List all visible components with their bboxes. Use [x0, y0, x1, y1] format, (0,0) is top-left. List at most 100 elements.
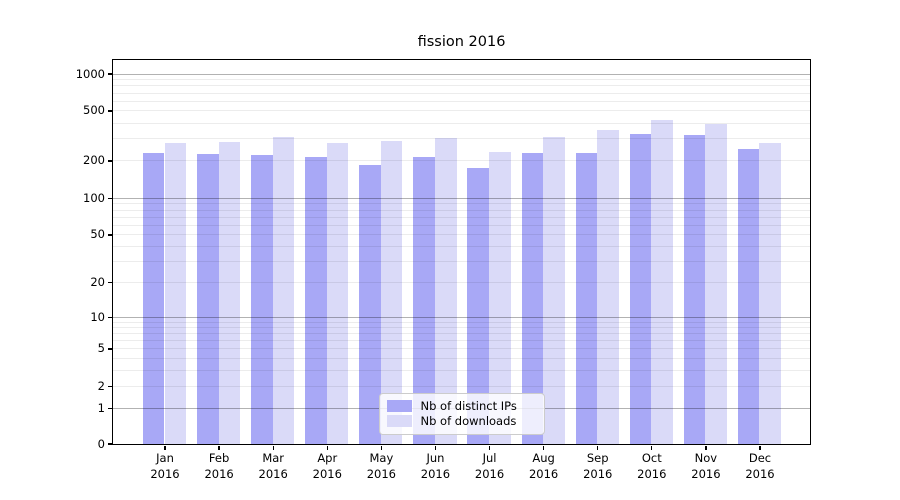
gridline-minor — [112, 122, 810, 124]
chart-title: fission 2016 — [417, 34, 506, 50]
gridline-minor — [112, 357, 810, 359]
bar-nb-of-distinct-ips-11 — [737, 149, 760, 444]
x-tick-mark — [272, 445, 274, 450]
y-tick-mark — [107, 110, 112, 112]
bar-nb-of-downloads-10 — [705, 124, 727, 444]
gridline-minor — [112, 209, 810, 211]
bar-nb-of-downloads-8 — [597, 130, 619, 444]
y-tick-mark — [107, 197, 112, 199]
x-tick-mark — [164, 445, 166, 450]
legend: Nb of distinct IPs Nb of downloads — [378, 392, 545, 435]
bar-nb-of-distinct-ips-2 — [251, 154, 273, 444]
y-tick-label: 100 — [83, 190, 105, 205]
y-tick-mark — [107, 234, 112, 236]
y-tick-label: 20 — [90, 275, 105, 290]
bar-nb-of-downloads-9 — [651, 119, 673, 444]
gridline-minor — [112, 282, 810, 284]
x-tick-label: Dec 2016 — [745, 451, 775, 481]
gridline-minor — [112, 321, 810, 323]
gridline-minor — [112, 327, 810, 329]
legend-item-downloads: Nb of downloads — [386, 414, 536, 429]
x-tick-label: Oct 2016 — [637, 451, 667, 481]
x-tick-label: Feb 2016 — [204, 451, 234, 481]
bar-nb-of-distinct-ips-7 — [521, 153, 544, 444]
y-tick-mark — [107, 407, 112, 410]
y-tick-mark — [107, 282, 112, 284]
gridline-minor — [112, 160, 810, 162]
gridline-minor — [112, 333, 810, 335]
legend-label: Nb of distinct IPs — [420, 399, 517, 413]
gridline-minor — [112, 386, 810, 388]
y-tick-mark — [107, 443, 112, 445]
gridline-minor — [112, 85, 810, 87]
x-tick-mark — [597, 445, 599, 450]
x-tick-mark — [326, 445, 328, 450]
y-tick-mark — [107, 316, 112, 319]
x-tick-label: Jun 2016 — [420, 451, 451, 481]
y-tick-mark — [107, 386, 112, 388]
bar-nb-of-distinct-ips-5 — [413, 157, 435, 444]
x-tick-label: Mar 2016 — [258, 451, 288, 481]
bar-nb-of-downloads-0 — [164, 143, 187, 444]
bar-nb-of-downloads-11 — [759, 142, 782, 444]
bar-nb-of-downloads-3 — [326, 143, 349, 444]
gridline-minor — [112, 203, 810, 205]
gridline-minor — [112, 79, 810, 81]
bar-nb-of-distinct-ips-0 — [142, 152, 165, 444]
gridline-major — [112, 73, 810, 75]
legend-swatch-distinct-ips — [386, 400, 412, 412]
gridline-minor — [112, 224, 810, 226]
bar-nb-of-distinct-ips-8 — [575, 153, 598, 444]
x-tick-label: Sep 2016 — [583, 451, 613, 481]
bar-nb-of-distinct-ips-1 — [196, 153, 219, 444]
x-tick-mark — [651, 445, 653, 450]
legend-item-distinct-ips: Nb of distinct IPs — [386, 399, 536, 414]
x-tick-label: Jan 2016 — [150, 451, 180, 481]
x-tick-mark — [488, 445, 491, 450]
gridline-major — [112, 317, 810, 318]
x-tick-label: Apr 2016 — [312, 451, 342, 481]
bar-nb-of-distinct-ips-9 — [629, 133, 652, 444]
gridline-minor — [112, 261, 810, 263]
y-tick-label: 1000 — [75, 66, 105, 81]
plot-area: Nb of distinct IPs Nb of downloads — [111, 58, 811, 445]
y-tick-label: 50 — [90, 227, 105, 242]
gridline-minor — [112, 216, 810, 218]
legend-label: Nb of downloads — [420, 414, 517, 428]
x-tick-mark — [434, 445, 437, 450]
gridline-minor — [112, 369, 810, 371]
x-tick-mark — [542, 445, 545, 450]
x-tick-label: Aug 2016 — [528, 451, 559, 481]
x-tick-mark — [218, 445, 220, 450]
gridline-minor — [112, 234, 810, 236]
y-tick-label: 10 — [90, 310, 105, 324]
bar-nb-of-distinct-ips-4 — [359, 164, 381, 444]
x-tick-label: Jul 2016 — [474, 451, 505, 481]
bar-nb-of-downloads-7 — [543, 136, 565, 444]
x-tick-label: Nov 2016 — [691, 451, 721, 481]
gridline-minor — [112, 348, 810, 350]
y-tick-label: 2 — [97, 379, 105, 394]
y-tick-mark — [107, 73, 112, 75]
x-tick-mark — [705, 445, 707, 450]
y-tick-label: 0 — [97, 436, 105, 451]
x-tick-label: May 2016 — [366, 451, 396, 481]
gridline-minor — [112, 340, 810, 342]
y-tick-mark — [107, 348, 112, 350]
y-tick-label: 200 — [83, 153, 105, 168]
bar-nb-of-downloads-4 — [380, 141, 403, 444]
bar-nb-of-downloads-1 — [218, 141, 241, 444]
y-tick-label: 1 — [97, 401, 105, 416]
gridline-minor — [112, 246, 810, 248]
gridline-minor — [112, 110, 810, 112]
bar-nb-of-distinct-ips-10 — [683, 135, 706, 444]
gridline-major — [112, 197, 810, 199]
gridline-minor — [112, 138, 810, 140]
bar-nb-of-downloads-6 — [489, 152, 511, 444]
y-tick-mark — [107, 160, 112, 162]
y-tick-label: 5 — [97, 341, 105, 356]
x-tick-mark — [759, 445, 761, 450]
x-tick-mark — [380, 445, 382, 450]
bar-nb-of-downloads-2 — [272, 137, 295, 444]
